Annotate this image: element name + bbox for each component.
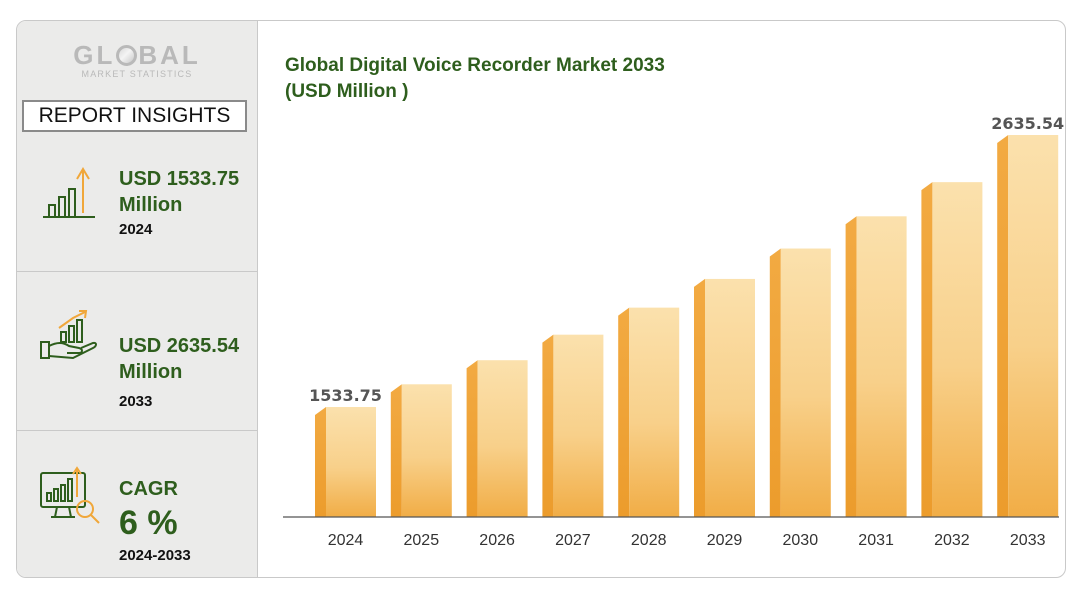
data-label: 2635.54 <box>991 114 1064 133</box>
x-tick-label: 2029 <box>707 532 743 549</box>
bar-side <box>466 360 478 517</box>
bar <box>921 182 983 517</box>
bar <box>542 334 604 517</box>
bar-chart: 1533.75 2635.54 2024 2025 2026 2027 2028 2029 2… <box>283 114 1064 549</box>
globe-icon <box>116 45 138 66</box>
kpi-label: CAGR <box>119 478 178 500</box>
divider <box>17 430 257 431</box>
x-tick-label: 2028 <box>631 532 667 549</box>
x-tick-label: 2027 <box>555 532 591 549</box>
report-card: GL BAL MARKET STATISTICS REPORT INSIGHTS … <box>16 20 1066 578</box>
divider <box>17 271 257 272</box>
bar-front <box>401 384 452 517</box>
bar-front <box>477 360 528 517</box>
kpi-market-2024: USD 1533.75 Million 2024 <box>17 141 257 271</box>
report-insights-heading: REPORT INSIGHTS <box>22 100 247 132</box>
bar-front <box>705 278 755 517</box>
kpi-year: 2024 <box>119 221 153 238</box>
logo-tagline: MARKET STATISTICS <box>81 69 193 79</box>
x-tick-label: 2033 <box>1010 532 1046 549</box>
kpi-cagr-value: 6 % <box>119 504 178 542</box>
kpi-year: 2033 <box>119 393 153 410</box>
kpi-year: 2024-2033 <box>119 547 191 564</box>
bar <box>997 135 1059 517</box>
kpi-value: USD 1533.75 <box>119 168 240 190</box>
bar-front <box>326 407 376 517</box>
x-tick-label: 2030 <box>783 532 819 549</box>
x-tick-label: 2026 <box>479 532 515 549</box>
bar-side <box>315 407 326 517</box>
bar <box>769 248 831 517</box>
monitor-chart-magnifier-icon <box>40 466 100 524</box>
bar-side <box>997 135 1009 517</box>
data-label: 1533.75 <box>309 386 382 405</box>
kpi-value: USD 2635.54 <box>119 335 240 357</box>
kpi-unit: Million <box>119 194 183 216</box>
bar-front <box>1008 135 1059 517</box>
bar-side <box>769 248 781 517</box>
chart-title: Global Digital Voice Recorder Market 203… <box>285 55 665 102</box>
bar-front <box>553 334 604 517</box>
kpi-market-2033: USD 2635.54 Million 2033 <box>17 272 257 430</box>
bar <box>618 307 680 517</box>
x-tick-label: 2032 <box>934 532 970 549</box>
kpi-cagr: CAGR 6 % 2024-2033 <box>17 431 257 577</box>
bar-chart-growth-icon <box>43 167 95 218</box>
bar-side <box>390 384 402 517</box>
bar <box>466 360 528 517</box>
bar-front <box>629 307 680 517</box>
bar-front <box>932 182 983 517</box>
hand-with-chart-icon <box>40 310 97 360</box>
insights-sidebar: GL BAL MARKET STATISTICS REPORT INSIGHTS … <box>17 21 258 577</box>
bar <box>315 407 376 517</box>
x-tick-label: 2024 <box>328 532 364 549</box>
bar-front <box>780 248 831 517</box>
bar <box>390 384 452 517</box>
bar <box>845 216 907 518</box>
x-tick-label: 2025 <box>404 532 440 549</box>
bar <box>694 278 755 517</box>
bar-front <box>856 216 907 518</box>
bar-side <box>694 278 705 517</box>
bar-side <box>845 216 857 518</box>
kpi-unit: Million <box>119 361 183 383</box>
bar-side <box>618 307 630 517</box>
logo-wordmark: GL BAL <box>73 40 201 70</box>
bar-side <box>921 182 933 517</box>
x-tick-label: 2031 <box>858 532 894 549</box>
bar-side <box>542 334 554 517</box>
logo: GL BAL MARKET STATISTICS <box>17 41 257 79</box>
